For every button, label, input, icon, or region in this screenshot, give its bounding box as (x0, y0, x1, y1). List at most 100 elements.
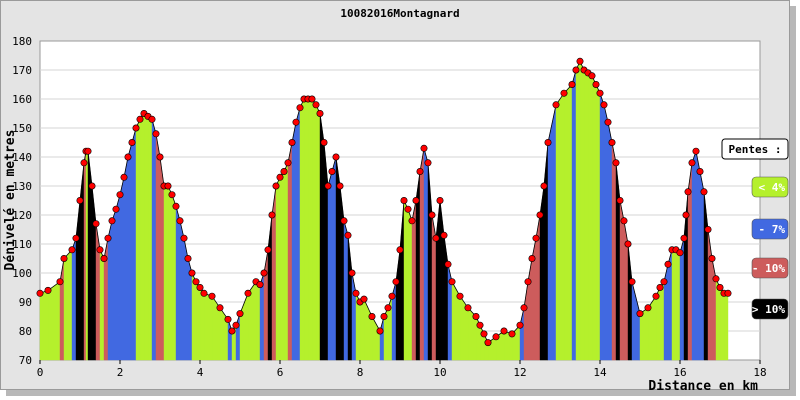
elevation-point (336, 182, 344, 190)
elevation-point (516, 321, 524, 329)
elevation-point (384, 304, 392, 312)
slope-segment (595, 84, 601, 361)
slope-segment (607, 122, 613, 361)
elevation-point (256, 281, 264, 289)
legend-title: Pentes : (729, 143, 782, 156)
y-tick-label: 170 (12, 64, 32, 77)
elevation-point (524, 278, 532, 286)
slope-segment (203, 293, 213, 361)
elevation-point (480, 330, 488, 338)
elevation-point (352, 289, 360, 297)
y-tick-label: 80 (19, 325, 32, 338)
elevation-point (644, 304, 652, 312)
elevation-point (540, 182, 548, 190)
slope-segment (723, 293, 729, 361)
elevation-point (56, 278, 64, 286)
elevation-point (380, 312, 388, 320)
elevation-point (472, 312, 480, 320)
elevation-point (36, 289, 44, 297)
elevation-point (340, 217, 348, 225)
elevation-point (520, 304, 528, 312)
elevation-point (288, 139, 296, 147)
slope-segment (603, 104, 609, 361)
elevation-point (680, 234, 688, 242)
x-tick-label: 18 (753, 366, 766, 379)
elevation-point (176, 217, 184, 225)
slope-segment (163, 185, 169, 361)
y-tick-label: 100 (12, 267, 32, 280)
slope-segment (47, 281, 61, 361)
elevation-point (612, 159, 620, 167)
elevation-point (348, 269, 356, 277)
elevation-point (272, 182, 280, 190)
elevation-point (368, 312, 376, 320)
slope-segment (83, 151, 87, 361)
y-tick-label: 140 (12, 151, 32, 164)
slope-segment (139, 112, 145, 361)
elevation-point (152, 130, 160, 138)
elevation-point (476, 321, 484, 329)
elevation-point (700, 188, 708, 196)
slope-segment (611, 142, 617, 361)
elevation-point (168, 191, 176, 199)
slope-segment (675, 249, 681, 361)
elevation-point (124, 153, 132, 161)
elevation-point (588, 72, 596, 80)
slope-segment (85, 150, 89, 361)
legend-label: > 10% (752, 303, 785, 316)
elevation-point (676, 249, 684, 257)
elevation-point (388, 292, 396, 300)
slope-segment (599, 93, 605, 361)
elevation-point (88, 182, 96, 190)
elevation-point (428, 211, 436, 219)
slope-segment (591, 75, 597, 361)
slope-segment (679, 238, 685, 361)
slope-segment (699, 171, 705, 361)
elevation-point (260, 269, 268, 277)
x-tick-label: 14 (593, 366, 607, 379)
elevation-point (652, 292, 660, 300)
slope-segment (191, 272, 197, 361)
elevation-point (312, 101, 320, 109)
slope-segment (195, 281, 201, 361)
elevation-point (604, 118, 612, 126)
slope-segment (315, 104, 321, 361)
elevation-point (164, 182, 172, 190)
legend-title-box (721, 138, 789, 160)
elevation-point (188, 269, 196, 277)
elevation-point (708, 255, 716, 263)
elevation-point (624, 240, 632, 248)
slope-segment (279, 170, 285, 361)
elevation-point (172, 202, 180, 210)
elevation-point (464, 304, 472, 312)
elevation-point (132, 124, 140, 132)
legend-label: 4 - 7% (745, 223, 785, 236)
legend-swatch (751, 298, 789, 320)
elevation-point (92, 220, 100, 228)
slope-segment (563, 83, 573, 361)
slope-segment (307, 98, 313, 361)
slope-segment (295, 107, 301, 361)
elevation-point (180, 234, 188, 242)
slope-segment (39, 290, 49, 361)
slope-segment (407, 209, 413, 361)
legend: Pentes : < 4% 4 - 7% 7 - 10% > 10% (721, 138, 789, 320)
elevation-point (572, 66, 580, 74)
slope-segment (359, 298, 365, 361)
elevation-point (536, 211, 544, 219)
elevation-point (328, 168, 336, 176)
x-tick-label: 12 (513, 366, 526, 379)
x-tick-label: 16 (673, 366, 686, 379)
elevation-point (660, 278, 668, 286)
elevation-point (696, 168, 704, 176)
elevation-point (616, 197, 624, 205)
elevation-point (532, 234, 540, 242)
legend-swatch (751, 257, 789, 279)
legend-label: < 4% (759, 181, 786, 194)
y-tick-label: 120 (12, 209, 32, 222)
elevation-point (68, 246, 76, 254)
elevation-point (192, 278, 200, 286)
elevation-point (404, 205, 412, 213)
x-tick-label: 6 (277, 366, 284, 379)
